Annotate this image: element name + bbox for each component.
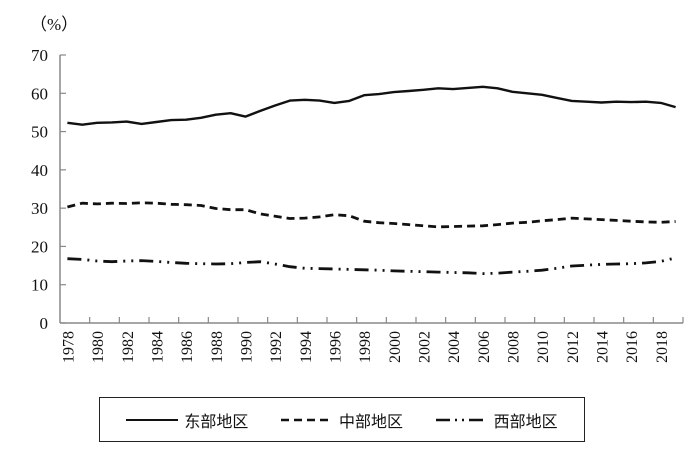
- dashed-line-swatch-icon: [280, 418, 333, 421]
- x-tick-label: 2014: [594, 331, 611, 363]
- x-tick-label: 2012: [565, 331, 582, 363]
- x-tick-label: 2018: [654, 331, 671, 363]
- x-tick-label: 1994: [298, 331, 315, 363]
- x-tick-label: 1978: [60, 331, 77, 363]
- legend-item-west: 西部地区: [435, 408, 558, 432]
- series-line-east: [67, 85, 676, 126]
- x-tick-label: 1982: [120, 331, 137, 363]
- y-tick-label: 50: [31, 123, 48, 142]
- y-tick-label: 30: [31, 199, 48, 218]
- x-tick-label: 2016: [624, 331, 641, 363]
- y-tick-label: 70: [31, 46, 48, 65]
- line-chart: 0 10 20 30 40 50 60 70 1978 1980 1982 1984 1986 1988 1…: [31, 46, 684, 363]
- x-tick-label: 1992: [268, 331, 285, 363]
- x-tick-label: 1996: [327, 331, 344, 363]
- series-line-west: [67, 256, 676, 276]
- dashdot-line-swatch-icon: [435, 418, 488, 421]
- legend-label-west: 西部地区: [493, 411, 558, 431]
- x-tick-label: 1998: [357, 331, 374, 363]
- series-line-central: [67, 201, 676, 229]
- legend-item-east: 东部地区: [126, 408, 248, 432]
- y-tick-label: 40: [31, 161, 48, 180]
- x-tick-label: 2010: [535, 331, 552, 363]
- legend-label-east: 东部地区: [184, 411, 249, 431]
- x-tick-label: 2004: [446, 331, 463, 363]
- x-tick-label: 1988: [209, 331, 226, 363]
- x-tick-label: 1980: [90, 331, 107, 363]
- y-tick-label: 20: [31, 237, 48, 256]
- legend-item-central: 中部地区: [280, 408, 403, 432]
- x-tick-label: 2006: [476, 331, 493, 363]
- legend-label-central: 中部地区: [338, 411, 403, 431]
- x-tick-label: 2000: [387, 331, 404, 363]
- solid-line-swatch-icon: [126, 418, 179, 421]
- y-axis-unit-label: （%）: [30, 15, 79, 34]
- x-tick-label: 1986: [179, 331, 196, 363]
- y-tick-label: 60: [31, 84, 48, 103]
- y-tick-label: 10: [31, 276, 48, 295]
- x-tick-label: 1984: [149, 331, 166, 363]
- x-tick-label: 2002: [416, 331, 433, 363]
- chart-legend: 东部地区 中部地区 西部地区: [99, 397, 585, 442]
- x-tick-label: 1990: [238, 331, 255, 363]
- y-tick-label: 0: [40, 314, 49, 333]
- x-tick-label: 2008: [505, 331, 522, 363]
